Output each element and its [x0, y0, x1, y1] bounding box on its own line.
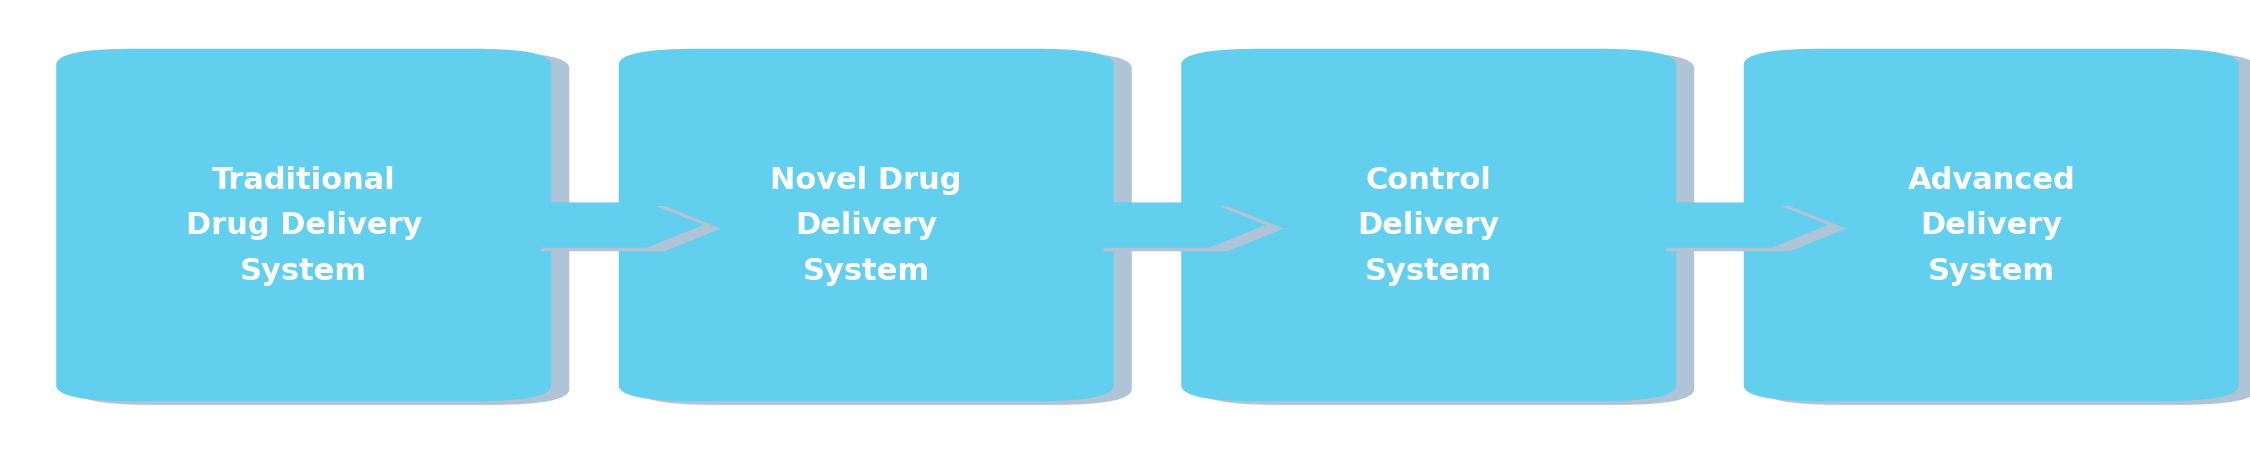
- Text: Traditional
Drug Delivery
System: Traditional Drug Delivery System: [184, 166, 423, 285]
- FancyBboxPatch shape: [619, 50, 1114, 401]
- FancyBboxPatch shape: [74, 53, 569, 405]
- Polygon shape: [1665, 207, 1845, 252]
- FancyBboxPatch shape: [1744, 50, 2239, 401]
- Polygon shape: [522, 203, 704, 248]
- Text: Advanced
Delivery
System: Advanced Delivery System: [1908, 166, 2074, 285]
- Polygon shape: [1087, 203, 1265, 248]
- FancyBboxPatch shape: [1199, 53, 1694, 405]
- Text: Novel Drug
Delivery
System: Novel Drug Delivery System: [770, 166, 963, 285]
- Text: Control
Delivery
System: Control Delivery System: [1357, 166, 1501, 285]
- Polygon shape: [542, 207, 722, 252]
- Polygon shape: [1105, 207, 1282, 252]
- FancyBboxPatch shape: [1762, 53, 2250, 405]
- FancyBboxPatch shape: [637, 53, 1132, 405]
- Polygon shape: [1647, 203, 1827, 248]
- FancyBboxPatch shape: [1181, 50, 1676, 401]
- FancyBboxPatch shape: [56, 50, 551, 401]
